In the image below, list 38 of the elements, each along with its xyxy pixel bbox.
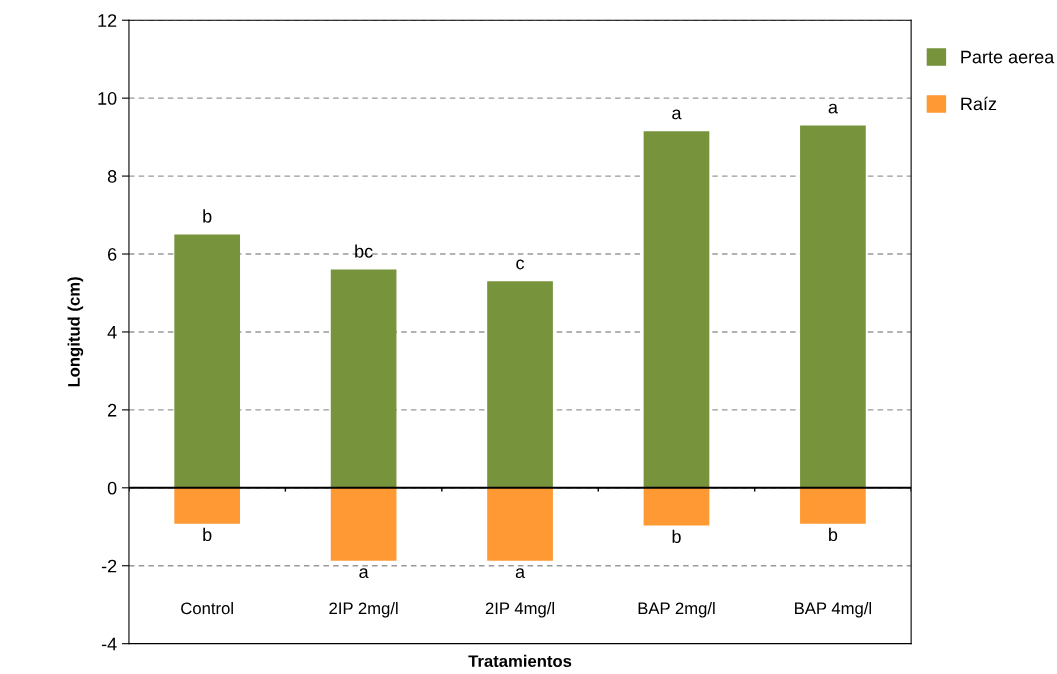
x-tick-label: Control [181, 602, 233, 615]
annotation: b [672, 529, 681, 544]
y-tick-label: 6 [108, 247, 117, 261]
y-tick-label: 8 [107, 170, 117, 183]
y-tick-label: 12 [98, 14, 117, 27]
y-tick-label: -2 [101, 559, 117, 573]
legend-label: Parte aerea [961, 50, 1055, 64]
y-axis-title: Longitud (cm) [67, 277, 84, 387]
bar [174, 487, 241, 524]
y-tick-label: 4 [107, 326, 117, 339]
bar [487, 487, 553, 561]
annotation: a [672, 109, 682, 120]
annotation: c [516, 259, 525, 270]
annotation: a [828, 103, 838, 114]
bar [643, 131, 710, 488]
bar [330, 487, 397, 561]
y-tick-label: -4 [101, 637, 117, 651]
x-axis-title: Tratamientos [468, 654, 572, 668]
x-tick-label: BAP 2mg/l [638, 602, 715, 618]
x-tick-label: 2IP 2mg/l [329, 602, 398, 618]
bar [800, 487, 866, 524]
y-tick-label: 10 [98, 92, 117, 105]
y-tick-label: 2 [108, 403, 117, 417]
annotation: a [515, 568, 526, 579]
annotation: a [359, 568, 369, 579]
bar [643, 487, 710, 526]
y-tick-label: 0 [107, 481, 117, 495]
legend-label: Raíz [961, 96, 997, 111]
x-tick-label: 2IP 4mg/l [485, 602, 554, 618]
bar [800, 125, 866, 488]
annotation: b [203, 527, 212, 542]
annotation: b [203, 209, 212, 223]
x-tick-label: BAP 4mg/l [795, 602, 872, 618]
annotation: b [829, 527, 838, 542]
bar [174, 234, 241, 488]
annotation: bc [355, 244, 373, 258]
bar [487, 281, 553, 488]
bar [330, 269, 397, 488]
